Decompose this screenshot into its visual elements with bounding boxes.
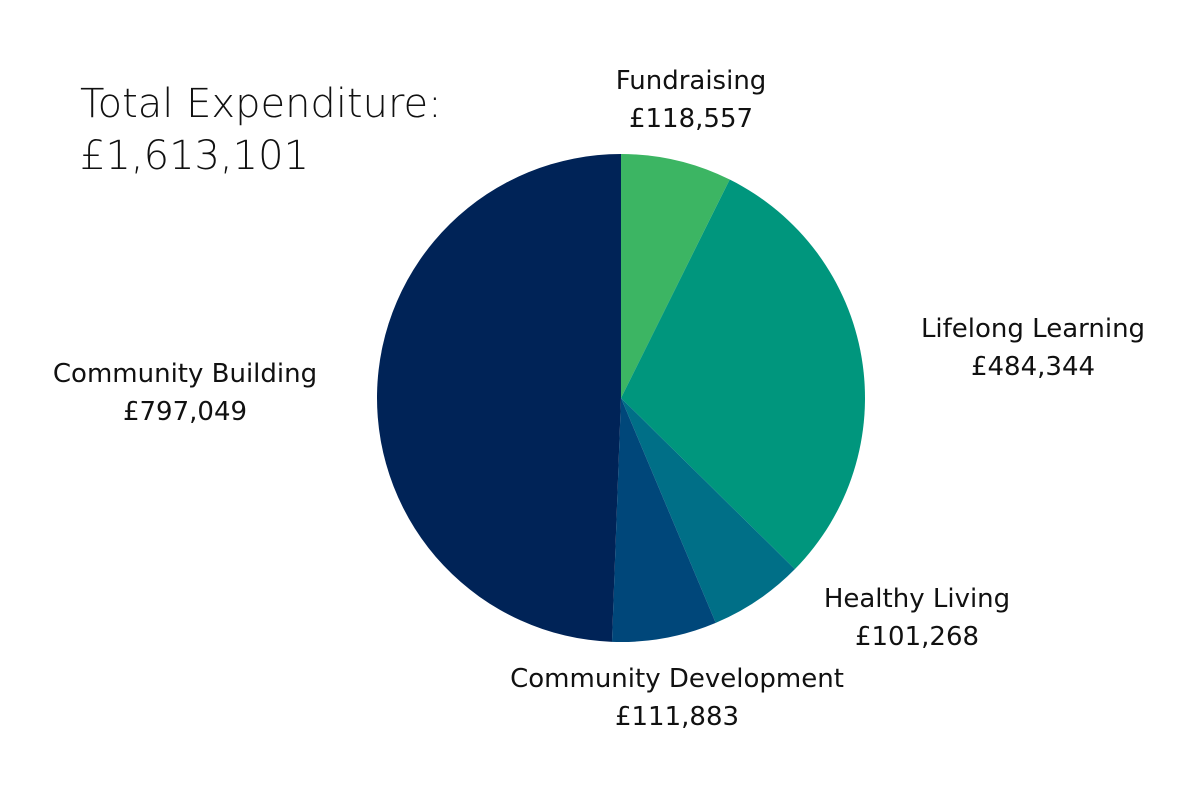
slice-label-value: £797,049 <box>122 397 248 427</box>
pie-slice-community-building <box>377 154 621 642</box>
slice-label-fundraising: Fundraising £118,557 <box>616 62 767 138</box>
total-expenditure: Total Expenditure: £1,613,101 <box>80 78 442 182</box>
pie-slice-lifelong-learning <box>621 179 865 570</box>
pie-slice-community-development <box>611 398 716 642</box>
slice-label-lifelong-learning: Lifelong Learning £484,344 <box>921 310 1145 386</box>
slice-label-name: Community Building <box>52 359 318 389</box>
pie-slice-fundraising <box>621 154 730 398</box>
slice-label-value: £484,344 <box>970 352 1096 382</box>
slice-label-healthy-living: Healthy Living £101,268 <box>824 580 1010 656</box>
slice-label-name: Fundraising <box>615 66 767 96</box>
pie-slice-healthy-living <box>621 398 795 623</box>
total-expenditure-label: Total Expenditure: <box>80 81 442 127</box>
total-expenditure-value: £1,613,101 <box>80 133 310 179</box>
slice-label-value: £111,883 <box>614 702 740 732</box>
slice-label-community-development: Community Development £111,883 <box>510 660 844 736</box>
slice-label-name: Healthy Living <box>823 584 1011 614</box>
slice-label-value: £118,557 <box>628 104 754 134</box>
slice-label-community-building: Community Building £797,049 <box>53 355 317 431</box>
slice-label-name: Lifelong Learning <box>920 314 1146 344</box>
slice-label-name: Community Development <box>510 664 844 694</box>
slice-label-value: £101,268 <box>854 622 980 652</box>
